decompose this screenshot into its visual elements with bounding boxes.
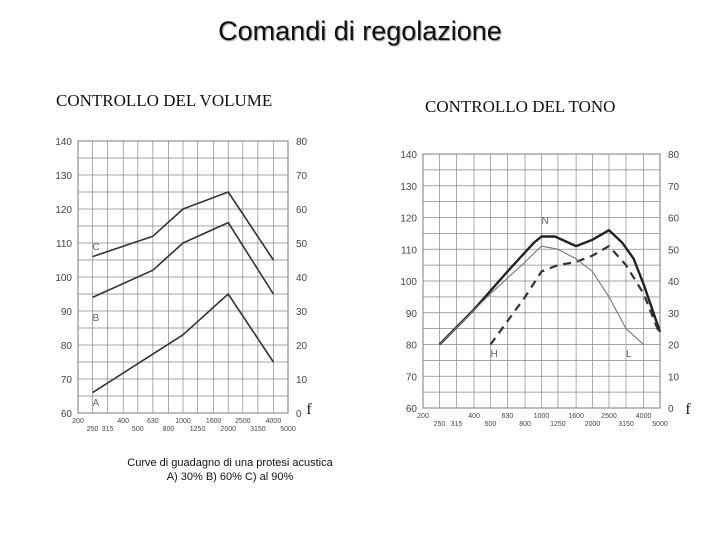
x-tick-label: 250 bbox=[87, 426, 99, 433]
y-left-tick-label: 80 bbox=[406, 341, 418, 352]
x-tick-label: 2500 bbox=[235, 418, 251, 425]
y-right-tick-label: 30 bbox=[668, 309, 680, 320]
y-left-tick-label: 90 bbox=[406, 309, 418, 320]
y-left-tick-label: 90 bbox=[61, 307, 73, 318]
y-right-tick-label: 70 bbox=[668, 182, 680, 193]
x-tick-label: 2500 bbox=[601, 413, 617, 420]
x-tick-label: 1250 bbox=[190, 426, 206, 433]
x-tick-label: 315 bbox=[451, 421, 463, 428]
curve-label-a: A bbox=[93, 398, 100, 409]
y-left-tick-label: 130 bbox=[400, 182, 417, 193]
x-tick-label: 400 bbox=[468, 413, 480, 420]
volume-chart-heading: CONTROLLO DEL VOLUME bbox=[56, 91, 273, 110]
y-right-tick-label: 80 bbox=[296, 137, 308, 148]
x-tick-label: 200 bbox=[417, 413, 429, 420]
x-tick-label: 250 bbox=[434, 421, 446, 428]
x-tick-label: 500 bbox=[132, 426, 144, 433]
x-tick-label: 315 bbox=[102, 426, 114, 433]
y-right-tick-label: 60 bbox=[296, 205, 308, 216]
y-left-tick-label: 100 bbox=[55, 273, 72, 284]
x-tick-label: 1600 bbox=[568, 413, 584, 420]
y-right-tick-label: 40 bbox=[668, 277, 680, 288]
x-tick-label: 400 bbox=[117, 418, 129, 425]
y-left-tick-label: 140 bbox=[400, 150, 417, 161]
y-right-tick-label: 40 bbox=[296, 273, 308, 284]
y-right-tick-label: 20 bbox=[296, 341, 308, 352]
y-right-tick-label: 80 bbox=[668, 150, 680, 161]
x-tick-label: 5000 bbox=[652, 421, 668, 428]
curve-label-h: H bbox=[490, 349, 497, 360]
series-line-h bbox=[489, 245, 662, 346]
page-title: Comandi di regolazione bbox=[218, 16, 502, 46]
y-right-tick-label: 70 bbox=[296, 171, 308, 182]
x-tick-label: 800 bbox=[519, 421, 531, 428]
y-right-tick-label: 0 bbox=[668, 404, 674, 415]
y-left-tick-label: 120 bbox=[55, 205, 72, 216]
caption-line-2: A) 30% B) 60% C) al 90% bbox=[166, 471, 294, 483]
x-tick-label: 1250 bbox=[550, 421, 566, 428]
x-tick-label: 800 bbox=[163, 426, 175, 433]
y-left-tick-label: 70 bbox=[61, 375, 73, 386]
y-right-tick-label: 10 bbox=[668, 372, 680, 383]
y-left-tick-label: 110 bbox=[56, 239, 72, 250]
x-tick-label: 2000 bbox=[585, 421, 601, 428]
x-tick-label: 1000 bbox=[534, 413, 550, 420]
x-tick-label: 630 bbox=[147, 418, 159, 425]
y-left-tick-label: 100 bbox=[400, 277, 417, 288]
y-left-tick-label: 60 bbox=[61, 409, 73, 420]
x-axis-label: f bbox=[306, 401, 312, 418]
y-left-tick-label: 60 bbox=[406, 404, 418, 415]
x-tick-label: 2000 bbox=[220, 426, 236, 433]
y-left-tick-label: 130 bbox=[55, 171, 72, 182]
y-left-tick-label: 120 bbox=[400, 214, 417, 225]
series-line-l bbox=[439, 245, 644, 345]
tone-chart-heading: CONTROLLO DEL TONO bbox=[425, 97, 616, 116]
y-right-tick-label: 50 bbox=[668, 245, 680, 256]
curve-label-l: L bbox=[626, 349, 632, 360]
curve-label-b: B bbox=[93, 313, 100, 324]
y-right-tick-label: 60 bbox=[668, 214, 680, 225]
y-right-tick-label: 30 bbox=[296, 307, 308, 318]
x-tick-label: 5000 bbox=[280, 426, 296, 433]
series-line-a bbox=[92, 293, 275, 394]
x-tick-label: 1000 bbox=[175, 418, 191, 425]
x-tick-label: 630 bbox=[502, 413, 514, 420]
x-tick-label: 4000 bbox=[266, 418, 282, 425]
y-left-tick-label: 70 bbox=[406, 372, 418, 383]
y-left-tick-label: 140 bbox=[55, 137, 72, 148]
x-axis-label: f bbox=[685, 401, 691, 418]
x-tick-label: 3150 bbox=[250, 426, 266, 433]
y-right-tick-label: 10 bbox=[296, 375, 308, 386]
curve-label-c: C bbox=[93, 242, 100, 253]
x-tick-label: 3150 bbox=[618, 421, 634, 428]
y-left-tick-label: 110 bbox=[401, 245, 417, 256]
x-tick-label: 200 bbox=[72, 418, 84, 425]
x-tick-label: 4000 bbox=[636, 413, 652, 420]
x-tick-label: 1600 bbox=[206, 418, 222, 425]
x-tick-label: 500 bbox=[485, 421, 497, 428]
y-right-tick-label: 20 bbox=[668, 341, 680, 352]
y-left-tick-label: 80 bbox=[61, 341, 73, 352]
figure-caption: Curve di guadagno di una protesi acustic… bbox=[70, 456, 390, 484]
curve-label-n: N bbox=[542, 216, 549, 227]
caption-line-1: Curve di guadagno di una protesi acustic… bbox=[127, 457, 333, 469]
y-right-tick-label: 0 bbox=[296, 409, 302, 420]
y-right-tick-label: 50 bbox=[296, 239, 308, 250]
